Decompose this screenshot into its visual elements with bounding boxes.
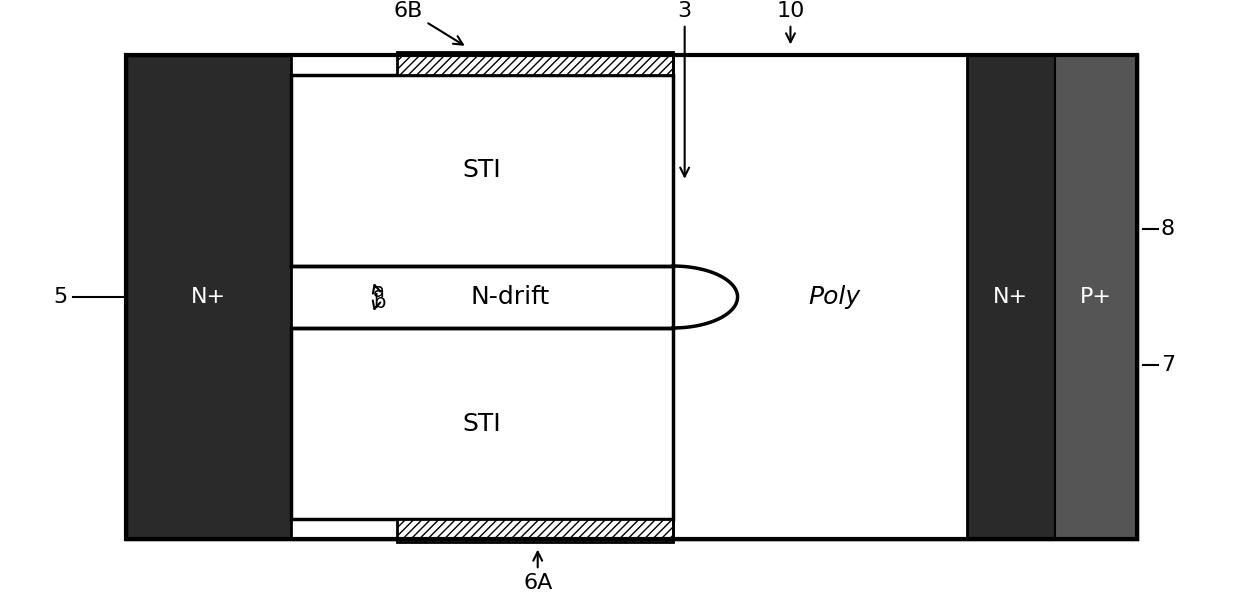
Bar xyxy=(291,328,673,519)
Bar xyxy=(291,55,967,539)
Text: 8: 8 xyxy=(1161,219,1174,239)
Text: N+: N+ xyxy=(993,287,1028,307)
Text: 3: 3 xyxy=(677,1,692,176)
Bar xyxy=(1055,55,1137,539)
Text: 6B: 6B xyxy=(394,1,463,45)
Text: Poly: Poly xyxy=(808,285,861,309)
Bar xyxy=(397,519,673,542)
Text: P+: P+ xyxy=(1080,287,1112,307)
Bar xyxy=(291,75,673,266)
Text: N+: N+ xyxy=(191,287,226,307)
Text: b: b xyxy=(373,285,386,312)
Text: a: a xyxy=(373,282,384,309)
Text: N-drift: N-drift xyxy=(471,285,549,309)
Bar xyxy=(673,55,967,539)
Text: 10: 10 xyxy=(776,1,805,42)
Bar xyxy=(967,55,1137,539)
Polygon shape xyxy=(673,266,738,328)
Text: STI: STI xyxy=(463,412,501,436)
Text: STI: STI xyxy=(463,158,501,182)
Text: 5: 5 xyxy=(53,287,67,307)
Bar xyxy=(397,52,673,75)
Text: 6A: 6A xyxy=(523,552,552,593)
Text: 7: 7 xyxy=(1161,355,1174,375)
Bar xyxy=(126,55,1137,539)
Bar xyxy=(126,55,1137,539)
